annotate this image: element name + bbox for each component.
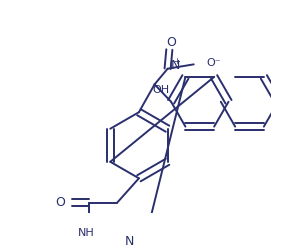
Text: O: O (166, 36, 176, 49)
Text: N: N (171, 59, 180, 72)
Text: O: O (55, 196, 65, 209)
Text: +: + (173, 57, 180, 66)
Text: NH: NH (78, 228, 95, 238)
Text: N: N (125, 235, 134, 245)
Text: O⁻: O⁻ (206, 58, 220, 68)
Text: OH: OH (153, 85, 170, 95)
